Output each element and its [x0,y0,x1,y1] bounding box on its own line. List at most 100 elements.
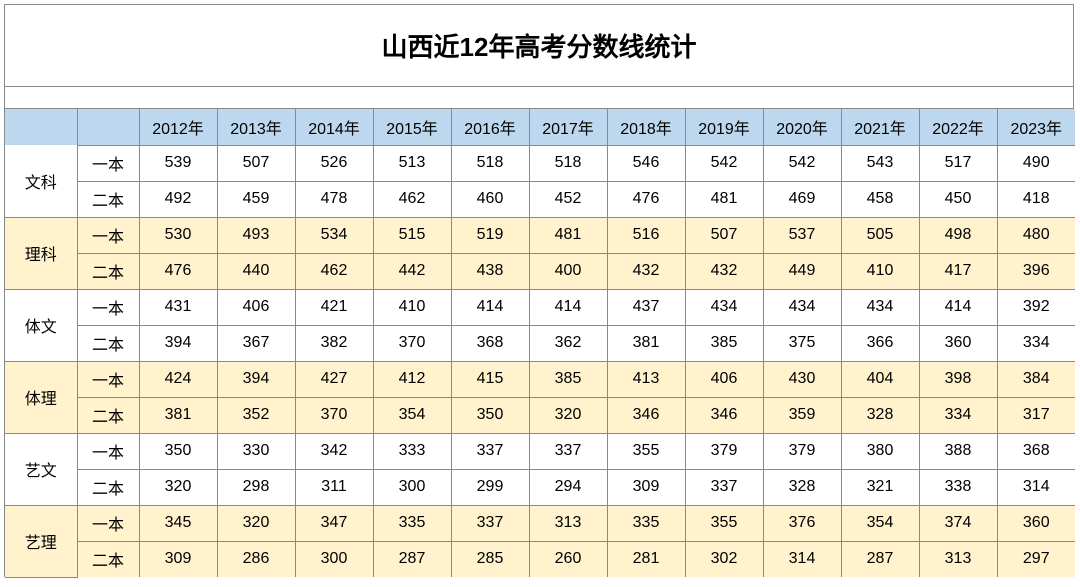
score-table: 2012年 2013年 2014年 2015年 2016年 2017年 2018… [5,109,1075,578]
header-blank-tier [77,109,139,145]
value-cell: 392 [997,289,1075,325]
value-cell: 286 [217,541,295,577]
value-cell: 374 [919,505,997,541]
value-cell: 418 [997,181,1075,217]
value-cell: 452 [529,181,607,217]
value-cell: 394 [217,361,295,397]
value-cell: 462 [373,181,451,217]
value-cell: 342 [295,433,373,469]
value-cell: 260 [529,541,607,577]
value-cell: 513 [373,145,451,181]
tier-cell: 二本 [77,541,139,577]
value-cell: 314 [997,469,1075,505]
value-cell: 355 [685,505,763,541]
value-cell: 379 [763,433,841,469]
value-cell: 434 [763,289,841,325]
value-cell: 413 [607,361,685,397]
table-row: 体理一本424394427412415385413406430404398384 [5,361,1075,397]
value-cell: 458 [841,181,919,217]
value-cell: 337 [451,505,529,541]
value-cell: 314 [763,541,841,577]
tier-cell: 二本 [77,181,139,217]
value-cell: 434 [685,289,763,325]
value-cell: 394 [139,325,217,361]
value-cell: 338 [919,469,997,505]
value-cell: 421 [295,289,373,325]
header-year: 2013年 [217,109,295,145]
value-cell: 350 [139,433,217,469]
value-cell: 300 [373,469,451,505]
value-cell: 317 [997,397,1075,433]
value-cell: 534 [295,217,373,253]
header-year: 2016年 [451,109,529,145]
table-row: 二本309286300287285260281302314287313297 [5,541,1075,577]
header-year: 2023年 [997,109,1075,145]
value-cell: 333 [373,433,451,469]
spacer-row [5,87,1073,109]
value-cell: 298 [217,469,295,505]
value-cell: 380 [841,433,919,469]
value-cell: 334 [997,325,1075,361]
header-year: 2021年 [841,109,919,145]
value-cell: 424 [139,361,217,397]
header-year: 2019年 [685,109,763,145]
value-cell: 440 [217,253,295,289]
value-cell: 518 [451,145,529,181]
value-cell: 414 [529,289,607,325]
value-cell: 359 [763,397,841,433]
value-cell: 379 [685,433,763,469]
value-cell: 281 [607,541,685,577]
tier-cell: 一本 [77,145,139,181]
value-cell: 516 [607,217,685,253]
value-cell: 368 [451,325,529,361]
value-cell: 368 [997,433,1075,469]
value-cell: 352 [217,397,295,433]
tier-cell: 一本 [77,361,139,397]
category-cell: 艺理 [5,505,77,577]
value-cell: 360 [997,505,1075,541]
value-cell: 355 [607,433,685,469]
value-cell: 366 [841,325,919,361]
value-cell: 449 [763,253,841,289]
value-cell: 337 [529,433,607,469]
value-cell: 337 [685,469,763,505]
table-row: 二本492459478462460452476481469458450418 [5,181,1075,217]
value-cell: 537 [763,217,841,253]
value-cell: 309 [139,541,217,577]
value-cell: 507 [217,145,295,181]
table-row: 艺理一本345320347335337313335355376354374360 [5,505,1075,541]
value-cell: 406 [685,361,763,397]
value-cell: 381 [139,397,217,433]
value-cell: 414 [451,289,529,325]
value-cell: 320 [529,397,607,433]
value-cell: 320 [139,469,217,505]
page-title: 山西近12年高考分数线统计 [5,5,1073,87]
category-cell: 理科 [5,217,77,289]
value-cell: 328 [763,469,841,505]
value-cell: 328 [841,397,919,433]
value-cell: 362 [529,325,607,361]
value-cell: 313 [919,541,997,577]
value-cell: 404 [841,361,919,397]
header-year: 2022年 [919,109,997,145]
tier-cell: 一本 [77,505,139,541]
tier-cell: 二本 [77,469,139,505]
value-cell: 505 [841,217,919,253]
value-cell: 412 [373,361,451,397]
value-cell: 431 [139,289,217,325]
value-cell: 346 [607,397,685,433]
tier-cell: 二本 [77,253,139,289]
value-cell: 490 [997,145,1075,181]
value-cell: 518 [529,145,607,181]
value-cell: 417 [919,253,997,289]
value-cell: 334 [919,397,997,433]
table-row: 艺文一本350330342333337337355379379380388368 [5,433,1075,469]
value-cell: 347 [295,505,373,541]
table-container: 山西近12年高考分数线统计 2012年 2013年 2014年 2015年 20… [4,4,1074,577]
value-cell: 335 [607,505,685,541]
value-cell: 438 [451,253,529,289]
tier-cell: 二本 [77,325,139,361]
value-cell: 385 [685,325,763,361]
tier-cell: 一本 [77,217,139,253]
tier-cell: 一本 [77,433,139,469]
